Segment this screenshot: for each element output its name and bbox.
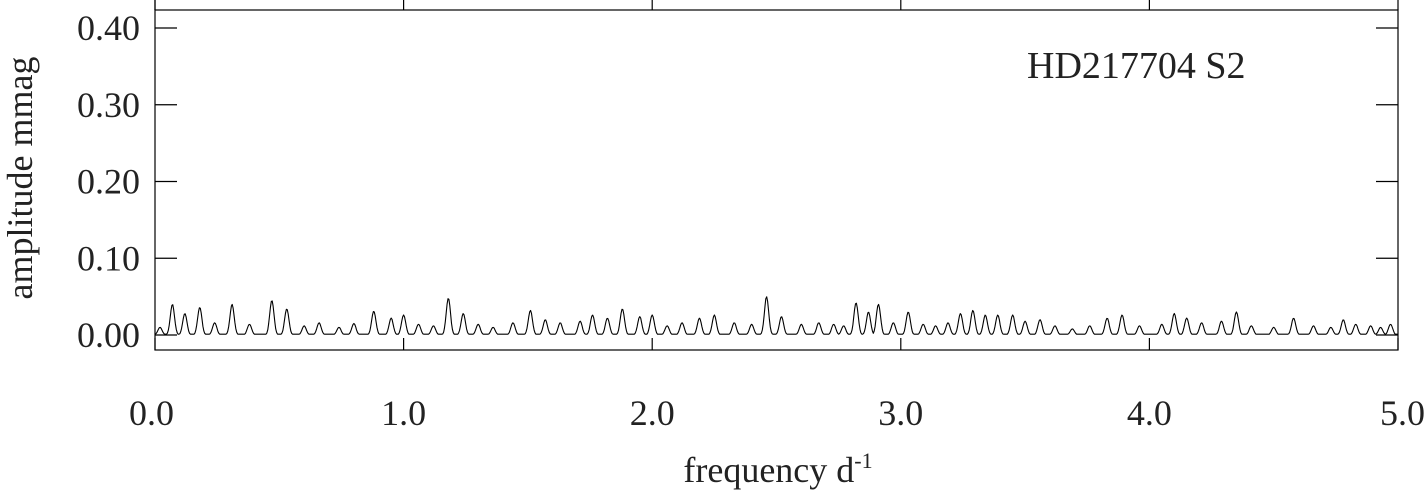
- series-layer: [154, 296, 1398, 335]
- x-axis-label: frequency d-1: [683, 448, 872, 490]
- x-tick-label: 1.0: [381, 393, 426, 433]
- x-axis-label-superscript: -1: [854, 448, 872, 473]
- axes: 0.0 1.0 2.0 3.0 4.0 5.0 0.00 0.10 0.20 0.30 0.40: [77, 0, 1425, 433]
- y-tick-label: 0.10: [77, 238, 140, 278]
- labels-layer: HD217704 S2 amplitude mmag frequency d-1: [0, 45, 1246, 490]
- amplitude-spectrum-line: [154, 296, 1398, 335]
- y-tick-label: 0.20: [77, 162, 140, 202]
- x-tick-label: 2.0: [630, 393, 675, 433]
- chart-annotation: HD217704 S2: [1027, 45, 1246, 87]
- x-tick-label: 4.0: [1127, 393, 1172, 433]
- x-axis-label-main: frequency d: [683, 450, 854, 490]
- x-tick-label: 5.0: [1380, 393, 1425, 433]
- y-tick-label: 0.40: [77, 8, 140, 48]
- x-tick-label: 0.0: [129, 393, 174, 433]
- x-tick-label: 3.0: [878, 393, 923, 433]
- y-tick-label: 0.30: [77, 85, 140, 125]
- y-tick-label: 0.00: [77, 315, 140, 355]
- plot-frame: [154, 9, 1399, 351]
- y-axis-label: amplitude mmag: [0, 57, 40, 300]
